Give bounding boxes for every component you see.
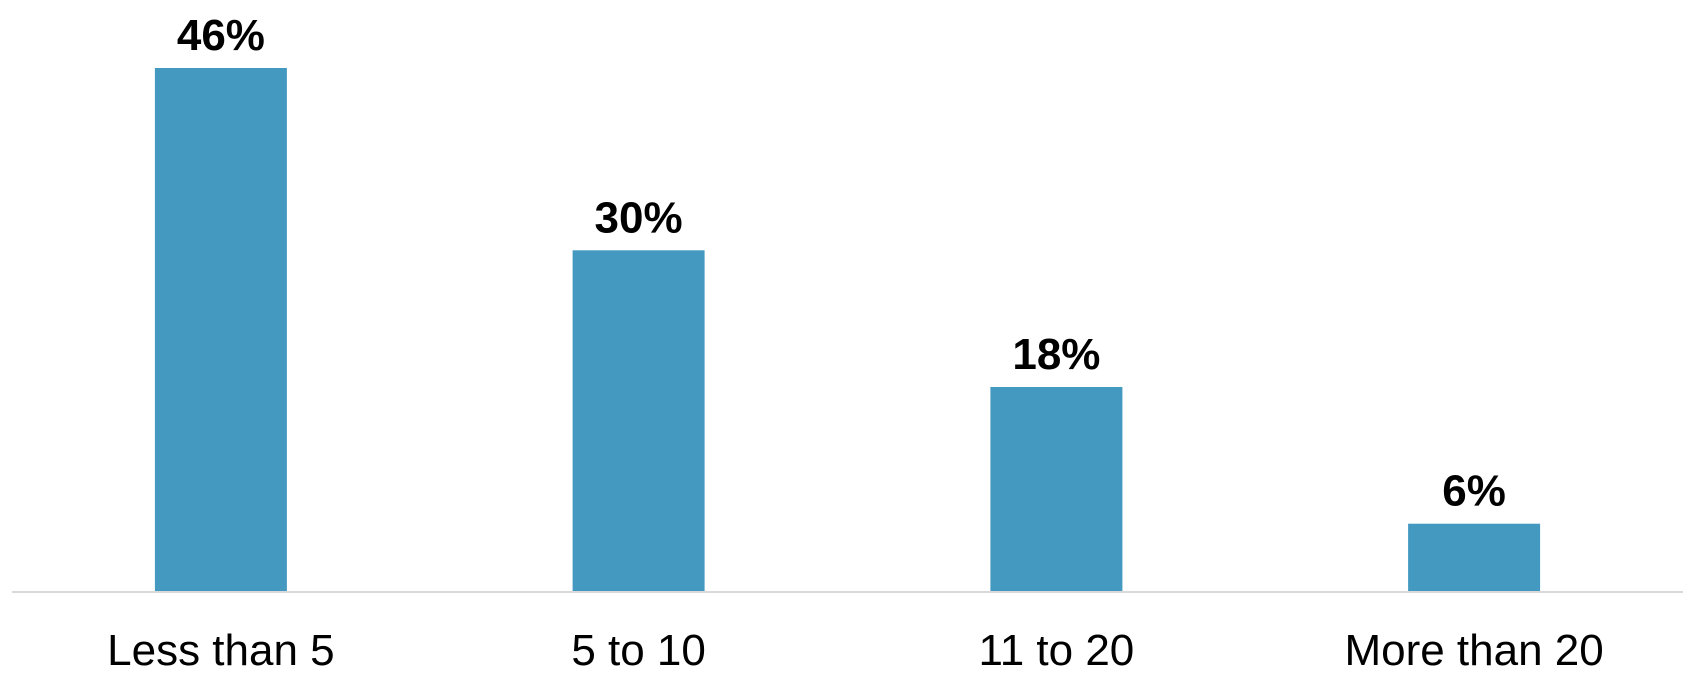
value-label-2: 18% [1012,330,1100,379]
x-tick-label-1: 5 to 10 [571,626,706,674]
bars-group [154,68,1541,593]
value-label-1: 30% [595,193,683,242]
bar-1 [572,250,705,593]
x-tick-label-3: More than 20 [1344,626,1603,674]
bar-2 [990,387,1123,592]
x-tick-labels-group: Less than 5 5 to 10 11 to 20 More than 20 [107,626,1604,674]
value-label-3: 6% [1442,467,1506,516]
value-labels-group: 46% 30% 18% 6% [177,11,1506,516]
x-tick-label-2: 11 to 20 [979,626,1135,674]
bar-0 [154,68,287,592]
x-tick-label-0: Less than 5 [107,626,335,674]
value-label-0: 46% [177,11,265,60]
bar-3 [1408,523,1541,592]
